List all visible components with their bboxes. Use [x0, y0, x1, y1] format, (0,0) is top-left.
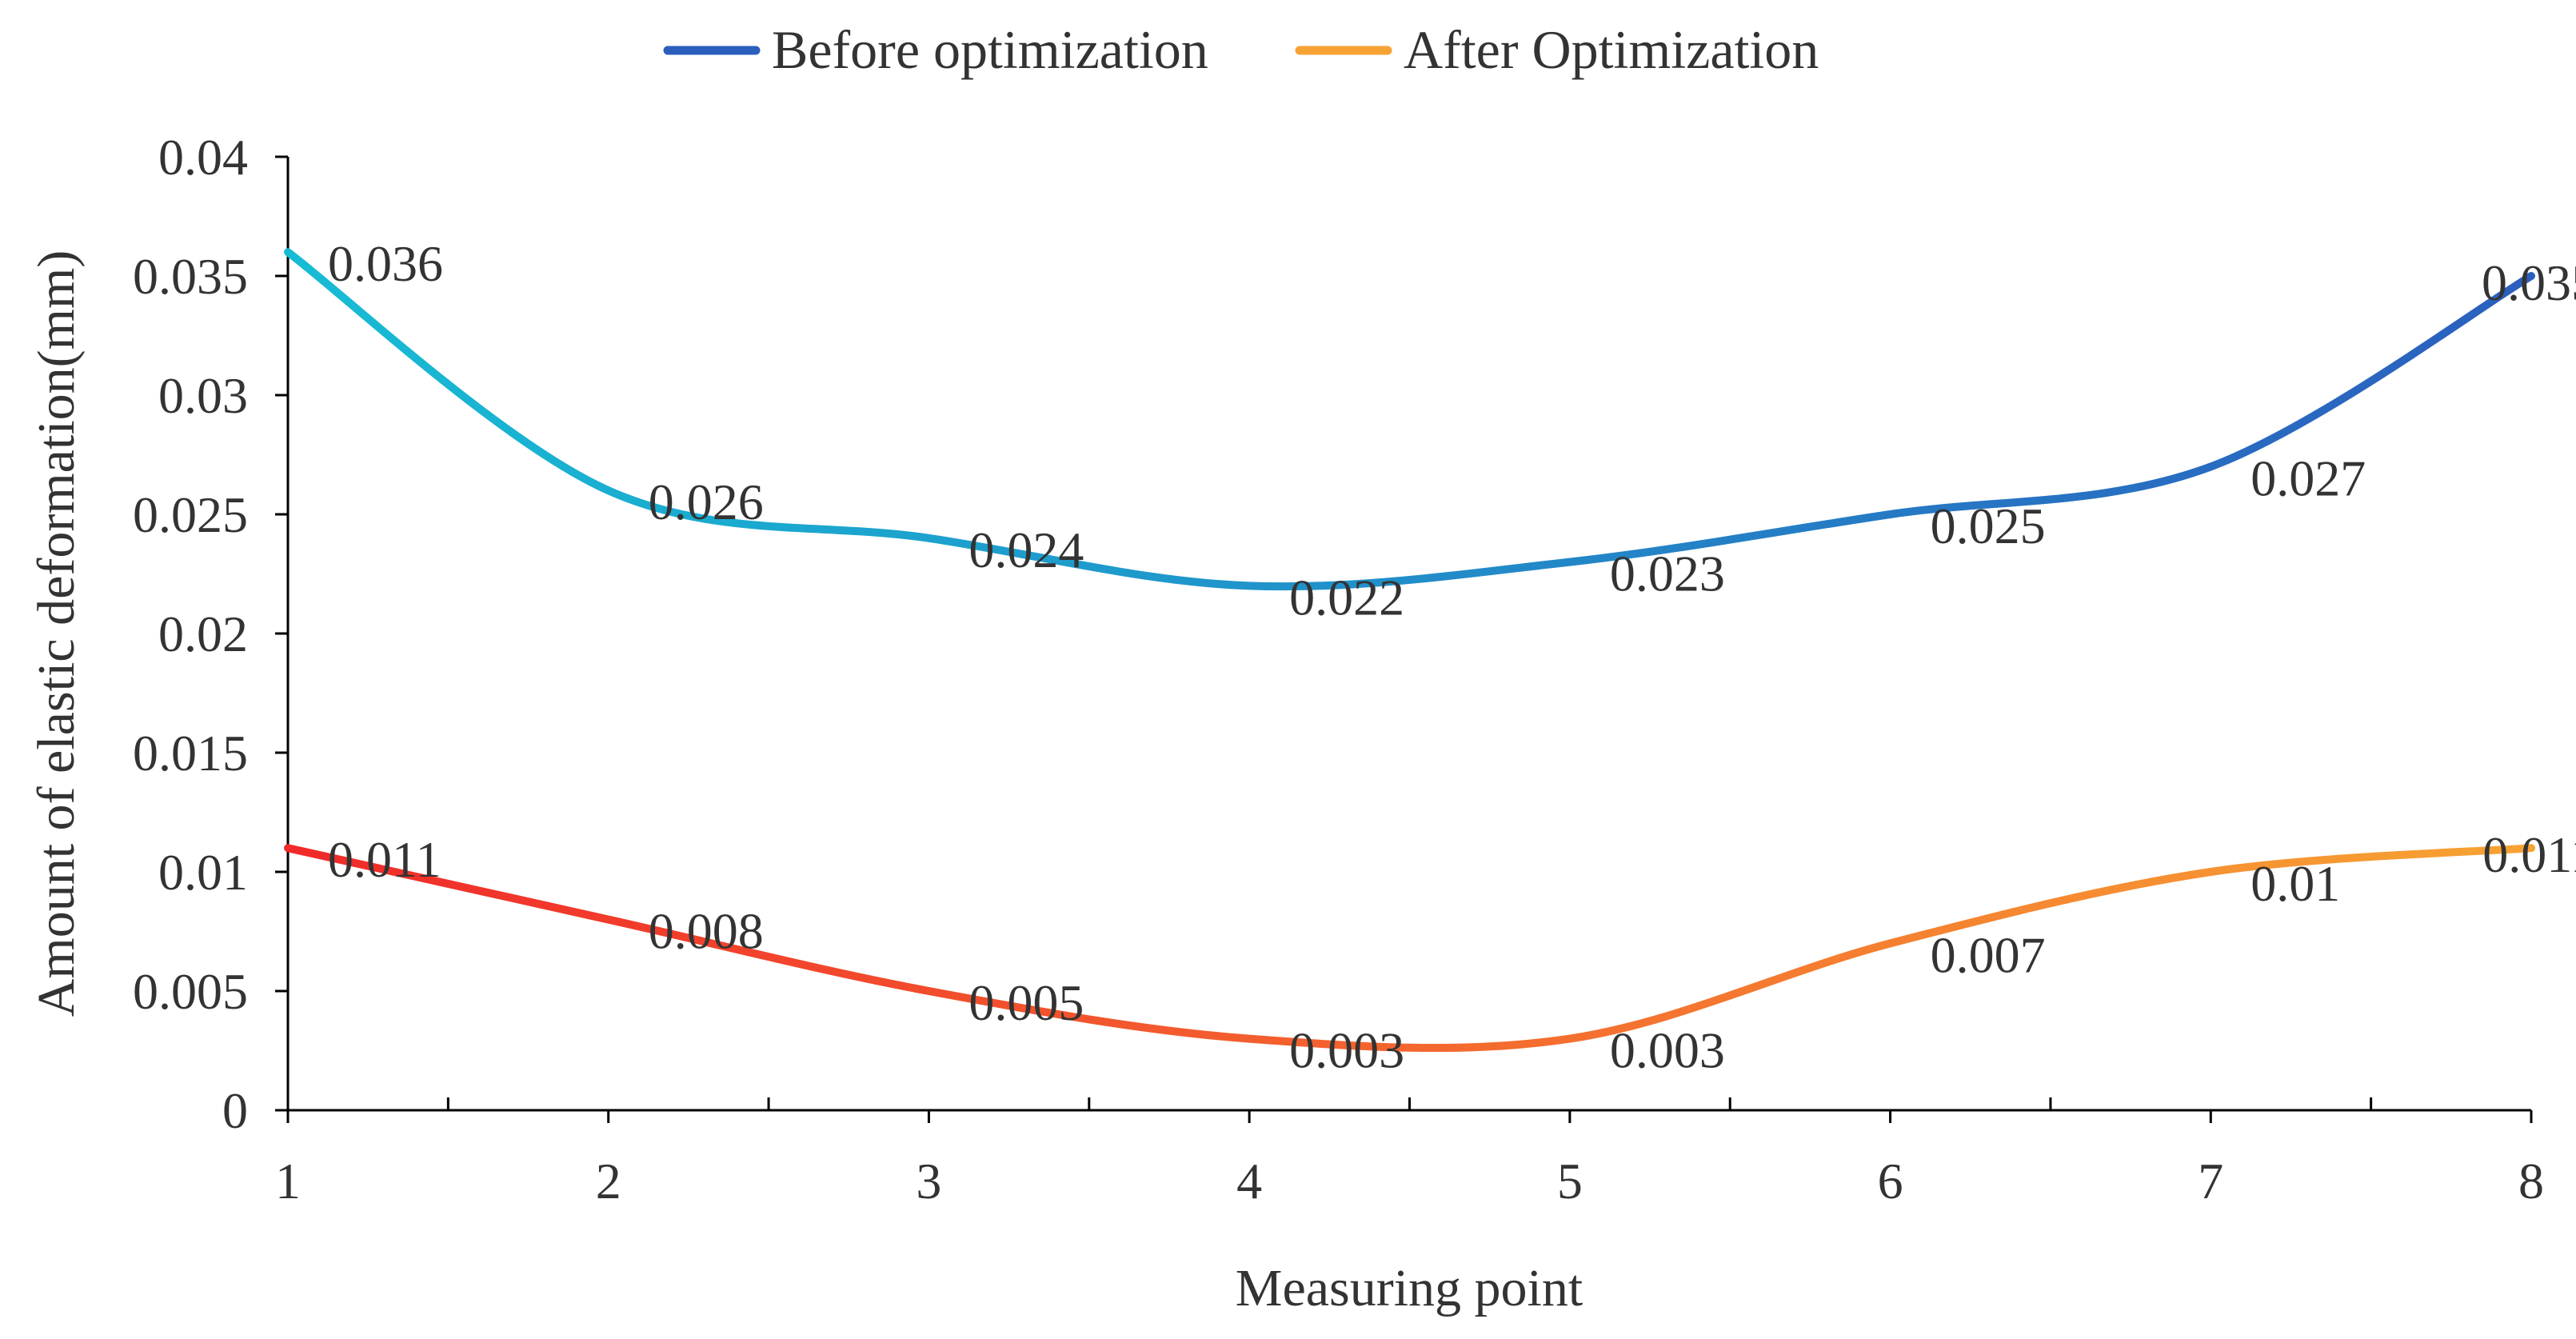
data-labels: 0.036 0.026 0.024 0.022 0.023 0.025 0.027 0.035… — [328, 235, 2576, 1078]
y-tick-label: 0.025 — [133, 486, 248, 543]
data-label-before-optimization: 0.026 — [649, 474, 764, 530]
data-label-after-optimization: 0.003 — [1610, 1022, 1725, 1079]
y-axis-title: Amount of elastic deformation(mm) — [27, 250, 86, 1017]
y-tick-label: 0.005 — [133, 963, 248, 1020]
y-axis-ticks: 0 0.005 0.01 0.015 0.02 0.025 0.03 0.035 0.04 — [133, 129, 288, 1139]
legend-label-before-optimization: Before optimization — [772, 19, 1208, 80]
data-label-before-optimization: 0.035 — [2482, 254, 2576, 311]
x-tick-label: 5 — [1557, 1153, 1583, 1209]
y-tick-label: 0.015 — [133, 725, 248, 781]
data-label-before-optimization: 0.022 — [1289, 569, 1404, 626]
legend: Before optimization After Optimization — [663, 19, 1819, 80]
data-label-before-optimization: 0.024 — [968, 522, 1084, 578]
legend-label-after-optimization: After Optimization — [1404, 19, 1819, 80]
data-label-after-optimization: 0.011 — [328, 831, 441, 888]
x-axis-ticks: 1 2 3 4 5 6 7 8 — [275, 1097, 2544, 1209]
y-tick-label: 0.035 — [133, 248, 248, 305]
x-tick-label: 1 — [275, 1153, 301, 1209]
y-tick-label: 0.02 — [158, 606, 248, 662]
series-line-after-optimization — [284, 844, 2535, 1053]
x-tick-label: 2 — [596, 1153, 621, 1209]
data-label-before-optimization: 0.025 — [1931, 498, 2046, 554]
series-line-before-optimization — [284, 248, 2535, 591]
y-tick-label: 0.04 — [158, 129, 248, 186]
y-tick-label: 0.03 — [158, 367, 248, 424]
data-label-after-optimization: 0.005 — [968, 974, 1084, 1031]
y-tick-label: 0.01 — [158, 844, 248, 901]
data-label-before-optimization: 0.023 — [1610, 546, 1725, 602]
x-tick-label: 4 — [1236, 1153, 1262, 1209]
x-tick-label: 7 — [2198, 1153, 2223, 1209]
data-label-after-optimization: 0.003 — [1289, 1022, 1404, 1079]
y-tick-label: 0 — [222, 1082, 248, 1139]
data-label-after-optimization: 0.011 — [2482, 826, 2576, 883]
x-tick-label: 6 — [1878, 1153, 1903, 1209]
x-tick-label: 8 — [2518, 1153, 2544, 1209]
data-label-after-optimization: 0.01 — [2251, 855, 2340, 912]
data-label-before-optimization: 0.027 — [2251, 450, 2366, 506]
data-label-after-optimization: 0.007 — [1931, 926, 2046, 983]
data-label-before-optimization: 0.036 — [328, 235, 443, 292]
x-tick-label: 3 — [916, 1153, 941, 1209]
series-layer — [284, 248, 2535, 1053]
data-label-after-optimization: 0.008 — [649, 903, 764, 960]
x-axis-title: Measuring point — [1236, 1259, 1583, 1317]
